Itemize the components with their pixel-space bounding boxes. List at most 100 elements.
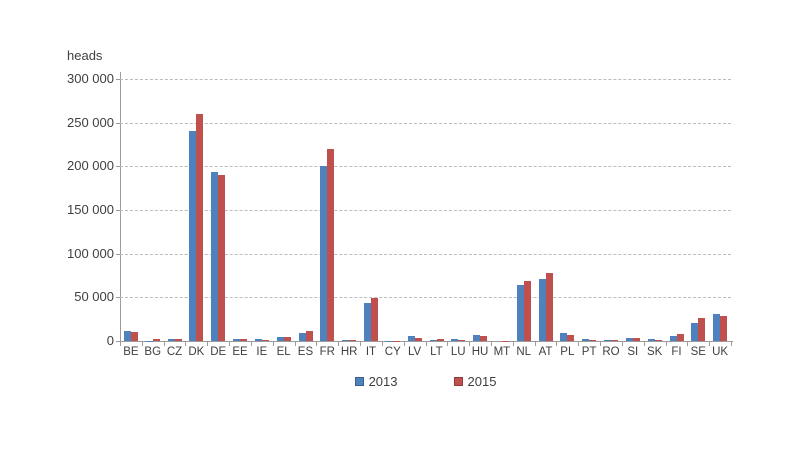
bar-2015-EE bbox=[240, 339, 248, 341]
x-tick-mark bbox=[294, 342, 296, 346]
bar-2015-UK bbox=[720, 315, 728, 341]
bar-group-LU bbox=[447, 79, 469, 341]
bar-2013-LV bbox=[407, 336, 415, 341]
y-tick-mark bbox=[116, 79, 120, 80]
bar-2015-BE bbox=[130, 332, 138, 341]
bar-2015-HU bbox=[480, 336, 488, 341]
bar-2015-DE bbox=[218, 175, 226, 341]
bar-group-ES bbox=[295, 79, 317, 341]
bar-group-CZ bbox=[164, 79, 186, 341]
y-axis-unit-label: heads bbox=[67, 48, 103, 63]
x-category-label-EE: EE bbox=[232, 346, 248, 358]
x-category-label-HU: HU bbox=[471, 346, 489, 358]
bar-group-UK bbox=[709, 79, 731, 341]
bar-group-PT bbox=[578, 79, 600, 341]
y-tick-mark bbox=[116, 253, 120, 255]
x-category-label-EL: EL bbox=[276, 346, 291, 358]
x-tick-mark bbox=[403, 342, 405, 346]
x-category-label-DK: DK bbox=[188, 346, 205, 358]
bar-2015-PT bbox=[589, 339, 597, 341]
x-tick-mark bbox=[731, 342, 732, 346]
x-category-label-ES: ES bbox=[297, 346, 314, 358]
bar-2015-LV bbox=[414, 338, 422, 341]
bar-2013-LU bbox=[451, 339, 459, 341]
bar-2015-SI bbox=[632, 337, 640, 341]
x-tick-mark bbox=[600, 342, 602, 346]
x-tick-mark bbox=[578, 342, 580, 346]
bar-group-LV bbox=[404, 79, 426, 341]
bar-group-LT bbox=[426, 79, 448, 341]
x-tick-mark bbox=[469, 342, 471, 346]
bar-2015-IE bbox=[261, 339, 269, 341]
x-category-label-RO: RO bbox=[602, 346, 620, 358]
x-tick-mark bbox=[534, 342, 536, 346]
x-tick-mark bbox=[381, 342, 383, 346]
x-category-label-CY: CY bbox=[384, 346, 401, 358]
x-category-label-CZ: CZ bbox=[166, 346, 183, 358]
x-category-label-AT: AT bbox=[538, 346, 553, 358]
x-tick-mark bbox=[163, 342, 165, 346]
bar-groups bbox=[120, 79, 731, 341]
y-tick-mark bbox=[116, 210, 120, 211]
bar-group-AT bbox=[535, 79, 557, 341]
bar-group-HU bbox=[469, 79, 491, 341]
bar-group-BG bbox=[142, 79, 164, 341]
x-tick-mark bbox=[447, 342, 449, 346]
x-tick-mark bbox=[316, 342, 318, 346]
bar-2015-SE bbox=[698, 317, 706, 341]
bar-group-DK bbox=[185, 79, 207, 341]
bar-2013-HR bbox=[342, 340, 350, 341]
x-category-label-MT: MT bbox=[493, 346, 511, 358]
x-category-label-SE: SE bbox=[690, 346, 706, 358]
x-category-label-FI: FI bbox=[671, 346, 682, 358]
bar-group-SK bbox=[644, 79, 666, 341]
bar-2015-LU bbox=[458, 339, 466, 341]
x-tick-mark bbox=[665, 342, 667, 346]
x-tick-mark bbox=[621, 342, 623, 346]
x-tick-mark bbox=[643, 342, 645, 346]
x-category-label-LT: LT bbox=[430, 346, 443, 358]
bar-2015-IT bbox=[371, 298, 379, 341]
x-category-label-SK: SK bbox=[646, 346, 663, 358]
x-category-label-PT: PT bbox=[581, 346, 597, 358]
bar-2015-NL bbox=[523, 280, 531, 341]
x-axis-line bbox=[117, 341, 733, 342]
bar-2013-DK bbox=[189, 131, 197, 341]
bar-group-FI bbox=[666, 79, 688, 341]
gridline-200000 bbox=[120, 166, 731, 168]
bar-2015-EL bbox=[283, 337, 291, 341]
bar-2015-PL bbox=[567, 335, 575, 341]
bar-group-MT bbox=[491, 79, 513, 341]
bar-2015-HR bbox=[349, 340, 357, 341]
y-tick-label-50000: 50 000 bbox=[74, 289, 114, 305]
x-category-label-NL: NL bbox=[516, 346, 532, 358]
bar-2013-ES bbox=[298, 333, 306, 341]
bar-2013-DE bbox=[211, 172, 219, 341]
x-tick-mark bbox=[207, 342, 209, 346]
x-category-label-BE: BE bbox=[123, 346, 139, 358]
bar-group-DE bbox=[207, 79, 229, 341]
y-tick-mark bbox=[116, 122, 120, 124]
bar-2013-SI bbox=[625, 338, 633, 341]
bar-2015-DK bbox=[196, 113, 204, 341]
bar-2015-SK bbox=[654, 339, 662, 341]
bar-2013-RO bbox=[604, 340, 612, 341]
gridline-300000 bbox=[120, 79, 731, 80]
y-tick-label-150000: 150 000 bbox=[67, 202, 114, 217]
bar-2013-NL bbox=[516, 285, 524, 341]
x-tick-mark bbox=[360, 342, 362, 346]
x-category-label-PL: PL bbox=[560, 346, 575, 358]
y-tick-label-300000: 300 000 bbox=[67, 71, 114, 86]
y-tick-label-100000: 100 000 bbox=[67, 245, 114, 261]
x-category-label-IT: IT bbox=[365, 346, 377, 358]
bar-group-IT bbox=[360, 79, 382, 341]
x-tick-mark bbox=[338, 342, 340, 346]
y-tick-mark bbox=[116, 297, 120, 299]
legend-swatch-icon bbox=[453, 377, 463, 386]
bar-group-SE bbox=[688, 79, 710, 341]
x-category-label-DE: DE bbox=[210, 346, 227, 358]
gridline-150000 bbox=[120, 210, 731, 211]
bar-2015-FR bbox=[327, 148, 335, 341]
legend: 2013 2015 bbox=[120, 374, 731, 389]
